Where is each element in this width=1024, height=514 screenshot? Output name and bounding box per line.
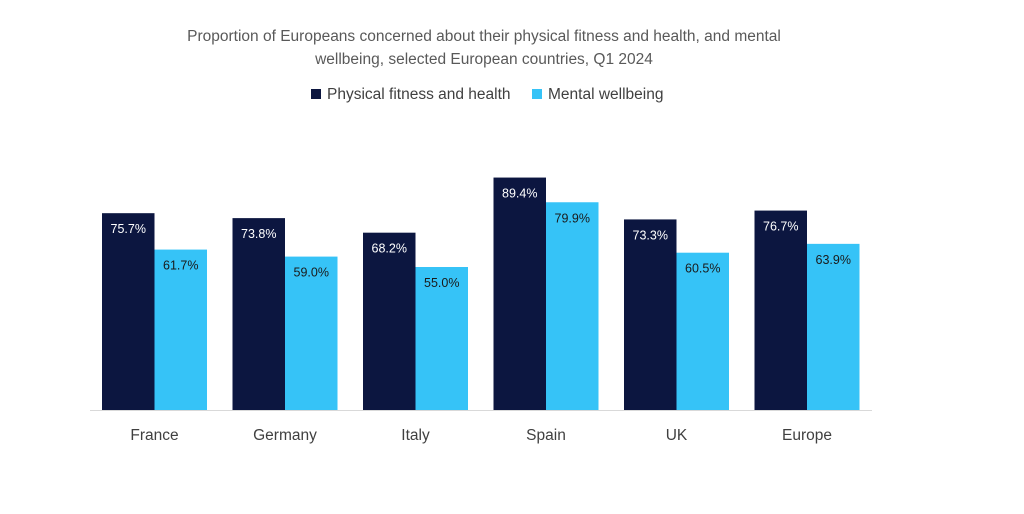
legend-swatch-physical <box>311 89 321 99</box>
bar-uk-mental <box>676 252 729 410</box>
bar-spain-physical <box>493 177 546 410</box>
data-label-germany-mental: 59.0% <box>294 266 329 280</box>
bar-italy-mental <box>415 267 468 410</box>
category-label-spain: Spain <box>526 427 566 444</box>
category-label-europe: Europe <box>782 427 832 444</box>
data-label-spain-mental: 79.9% <box>555 211 590 225</box>
data-label-germany-physical: 73.8% <box>241 227 276 241</box>
bar-germany-mental <box>285 256 338 410</box>
bar-italy-physical <box>363 232 416 410</box>
data-label-europe-physical: 76.7% <box>763 220 798 234</box>
category-labels: France Germany Italy Spain UK Europe <box>130 427 832 444</box>
data-label-uk-mental: 60.5% <box>685 262 720 276</box>
category-label-italy: Italy <box>401 427 430 444</box>
legend-label-mental: Mental wellbeing <box>548 86 663 103</box>
bar-europe-mental <box>807 243 860 410</box>
legend-label-physical: Physical fitness and health <box>327 86 511 103</box>
data-label-uk-physical: 73.3% <box>633 228 668 242</box>
bar-spain-mental <box>546 202 599 410</box>
bar-germany-physical <box>232 218 285 410</box>
legend-swatch-mental <box>532 89 542 99</box>
bar-france-physical <box>102 213 155 410</box>
data-label-europe-mental: 63.9% <box>816 253 851 267</box>
data-label-italy-physical: 68.2% <box>372 242 407 256</box>
category-label-france: France <box>130 427 178 444</box>
category-label-uk: UK <box>666 427 688 444</box>
data-label-france-mental: 61.7% <box>163 259 198 273</box>
bar-uk-physical <box>624 219 677 410</box>
data-label-spain-physical: 89.4% <box>502 187 537 201</box>
data-label-france-physical: 75.7% <box>111 222 146 236</box>
chart-title-line-1: Proportion of Europeans concerned about … <box>187 28 781 45</box>
category-label-germany: Germany <box>253 427 317 444</box>
data-label-italy-mental: 55.0% <box>424 276 459 290</box>
bars-group: 75.7% 61.7% 73.8% 59.0% 68.2% 55.0% 89.4% 79.9%… <box>102 177 860 410</box>
bar-europe-physical <box>754 210 807 410</box>
legend: Physical fitness and health Mental wellb… <box>311 86 663 103</box>
chart-title-line-2: wellbeing, selected European countries, … <box>314 51 653 68</box>
bar-france-mental <box>154 249 207 410</box>
